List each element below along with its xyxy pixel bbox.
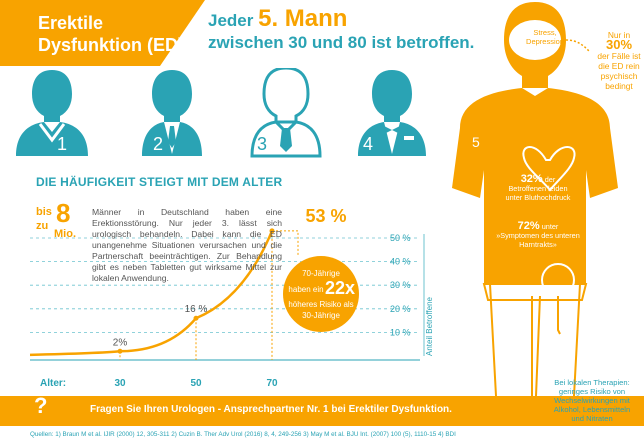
therapy-line2: geringes Risiko von	[558, 387, 626, 396]
stat-32: 32% der Betroffenen leiden unter Bluthoc…	[486, 173, 590, 203]
body-figure	[452, 2, 618, 396]
man-icon-4	[358, 70, 426, 156]
stat-prefix2: zu	[36, 220, 49, 232]
leg-lines	[489, 283, 581, 396]
chart-point	[117, 348, 123, 354]
bubble-line4: 30-Jährige	[302, 311, 340, 320]
man-label-3: 3	[257, 134, 267, 154]
bubble-line1: 70-Jährige	[302, 269, 340, 278]
stat-prefix1: bis	[36, 206, 52, 218]
chart-data-label: 16 %	[185, 304, 208, 315]
bubble-big: 22x	[325, 278, 355, 298]
stat-72-line3: Harntrakts»	[519, 240, 557, 249]
therapy-connector	[557, 296, 561, 335]
therapy-line3: Wechselwirkungen mit	[554, 396, 630, 405]
therapy-line1: Bei lokalen Therapien:	[554, 378, 630, 387]
man-label-2: 2	[153, 134, 163, 154]
stat-72-word: unter	[539, 222, 559, 231]
stat-72-value: 72%	[517, 220, 540, 232]
stat-72: 72% unter »Symptomen des unteren Harntra…	[482, 220, 594, 250]
bubble-connector	[272, 230, 299, 256]
stat-32-word: der	[542, 175, 556, 184]
chart-line	[29, 230, 274, 357]
banner-line-1: Erektile	[38, 13, 104, 33]
chart-point	[269, 228, 275, 234]
psychic-note: Nur in 30% der Fälle ist die ED rein psy…	[596, 30, 642, 91]
headline-part1: Jeder	[208, 11, 259, 30]
stat-32-line3: unter Bluthochdruck	[505, 193, 571, 202]
man-icon-1	[16, 70, 88, 156]
question-mark-icon: ?	[34, 393, 48, 418]
therapy-line4: Alkohol, Lebensmitteln	[553, 405, 631, 414]
note-line2: der Fälle ist	[597, 51, 641, 61]
headline: Jeder 5. Mann zwischen 30 und 80 ist bet…	[208, 5, 475, 54]
head-text-line1: Stress,	[533, 28, 557, 37]
man-label-4: 4	[363, 134, 373, 154]
head-text-line2: Depression	[526, 37, 564, 46]
torso-shape	[452, 88, 618, 284]
description-paragraph: Männer in Deutschland haben eine Erektio…	[92, 207, 282, 283]
brain-cloud	[509, 20, 561, 60]
risk-bubble: 70-Jährige haben ein 22x höheres Risiko …	[283, 256, 359, 332]
title-banner	[0, 0, 205, 66]
y-tick-label: 10 %	[390, 327, 411, 337]
x-tick-label: 30	[114, 378, 126, 389]
stat-72-line2: »Symptomen des unteren	[496, 231, 580, 240]
therapy-line5: und Nitraten	[571, 414, 613, 423]
man-icon-3	[250, 68, 322, 158]
footer-bar	[0, 396, 644, 426]
chart-points: 2% 16 % 53 %	[113, 206, 347, 354]
figure-number: 5	[472, 134, 480, 150]
banner-line-2: Dysfunktion (ED)	[38, 35, 184, 55]
prevalence-chart: 50 % 40 % 30 % 20 % 10 % Anteil Betroffene 2…	[29, 206, 434, 389]
banner-title: Erektile Dysfunktion (ED)	[38, 12, 184, 56]
y-tick-label: 40 %	[390, 257, 411, 267]
sources: Quellen: 1) Braun M et al. IJIR (2000) 1…	[30, 431, 456, 438]
man-label-1: 1	[57, 134, 67, 154]
psychic-connector	[565, 39, 591, 53]
section-title: DIE HÄUFIGKEIT STEIGT MIT DEM ALTER	[36, 175, 283, 189]
head-text: Stress, Depression	[510, 28, 580, 46]
footer-text: Fragen Sie Ihren Urologen - Ansprechpart…	[90, 404, 452, 415]
note-percent: 30%	[605, 37, 633, 52]
chart-point	[193, 315, 199, 321]
stat-unit: Mio.	[54, 228, 76, 240]
note-line3: die ED rein	[598, 61, 640, 71]
stat-number: 8	[56, 198, 71, 228]
y-tick-label: 30 %	[390, 280, 411, 290]
heart-icon	[522, 146, 576, 192]
chart-x-labels: 30 50 70	[114, 378, 278, 389]
note-line4: psychisch	[600, 71, 638, 81]
therapy-note: Bei lokalen Therapien: geringes Risiko v…	[542, 378, 642, 423]
bubble-line2: haben ein	[288, 285, 323, 294]
note-line1: Nur in	[607, 30, 631, 40]
headline-number: 5. Mann	[258, 5, 348, 32]
x-tick-label: 70	[266, 378, 278, 389]
men-icons-row: 1 2 3 4	[16, 68, 426, 158]
stat-32-value: 32%	[520, 173, 543, 185]
note-line5: bedingt	[605, 81, 633, 91]
stat-32-line2: Betroffenen leiden	[508, 184, 568, 193]
y-tick-label: 20 %	[390, 304, 411, 314]
bubble-line3: höheres Risiko als	[288, 300, 353, 309]
man-icon-2	[142, 70, 202, 156]
chart-y-ticks: 50 % 40 % 30 % 20 % 10 %	[390, 233, 411, 337]
x-tick-label: 50	[190, 378, 202, 389]
chart-data-label: 2%	[113, 337, 128, 348]
chart-data-label: 53 %	[305, 206, 346, 226]
headline-line2: zwischen 30 und 80 ist betroffen.	[208, 33, 475, 52]
chart-y-axis-label: Anteil Betroffene	[425, 296, 434, 356]
y-tick-label: 50 %	[390, 233, 411, 243]
waistband	[482, 283, 588, 301]
chart-x-axis-label: Alter:	[40, 378, 66, 389]
